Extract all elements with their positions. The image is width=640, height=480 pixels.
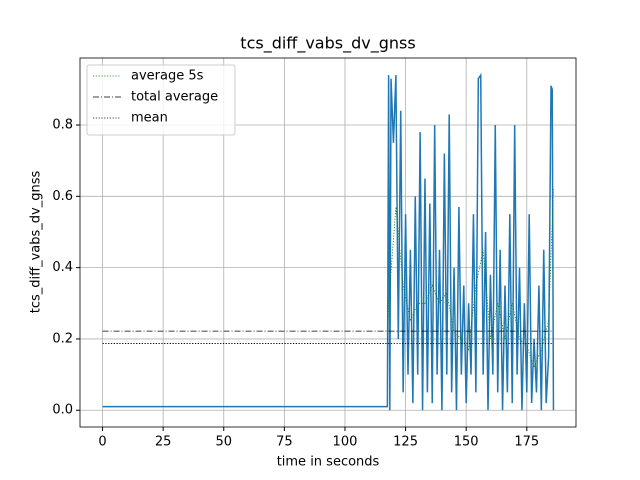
y-tick-label: 0.8 [52, 118, 73, 133]
y-tick-label: 0.6 [52, 189, 73, 204]
x-tick-label: 50 [215, 435, 232, 450]
legend-label: average 5s [131, 69, 204, 84]
plot-frame [79, 57, 577, 428]
legend-box [86, 64, 236, 136]
legend-label: total average [131, 90, 218, 105]
x-axis-label: time in seconds [277, 455, 380, 470]
y-tick-label: 0.0 [52, 403, 73, 418]
data-line [102, 189, 554, 369]
data-line [102, 72, 555, 411]
x-tick-label: 150 [454, 435, 479, 450]
x-tick-label: 175 [514, 435, 539, 450]
legend-label: mean [131, 111, 168, 126]
x-tick-label: 75 [276, 435, 293, 450]
x-tick-label: 100 [333, 435, 358, 450]
chart-title: tcs_diff_vabs_dv_gnss [240, 34, 415, 54]
y-tick-label: 0.4 [52, 260, 73, 275]
y-tick-label: 0.2 [52, 331, 73, 346]
y-axis-label: tcs_diff_vabs_dv_gnss [29, 171, 44, 314]
x-tick-label: 0 [98, 435, 106, 450]
x-tick-label: 125 [393, 435, 418, 450]
x-tick-label: 25 [155, 435, 172, 450]
